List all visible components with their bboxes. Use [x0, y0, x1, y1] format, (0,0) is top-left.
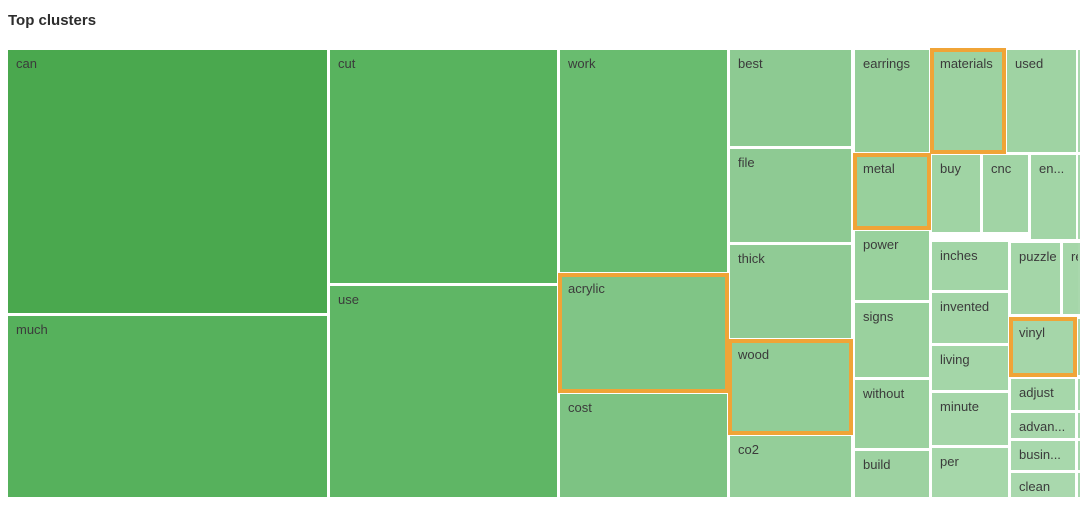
- treemap-cell-inches[interactable]: inches: [932, 242, 1008, 290]
- cell-label: puzzle: [1019, 249, 1057, 264]
- cell-label: co2: [738, 442, 759, 457]
- treemap-cell-re[interactable]: re: [1063, 243, 1079, 314]
- treemap-cell-puzzle[interactable]: puzzle: [1011, 243, 1060, 314]
- treemap-cell-earrings[interactable]: earrings: [855, 50, 929, 152]
- treemap-cell-used[interactable]: used: [1007, 50, 1076, 152]
- cell-label: vinyl: [1019, 325, 1046, 340]
- cell-label: work: [568, 56, 596, 71]
- cell-label: re: [1071, 249, 1079, 264]
- cell-label: power: [863, 237, 899, 252]
- cell-label: living: [940, 352, 970, 367]
- cell-label: thick: [738, 251, 765, 266]
- cell-label: metal: [863, 161, 895, 176]
- cell-label: en...: [1039, 161, 1065, 176]
- treemap-cell-materials[interactable]: materials: [930, 48, 1006, 154]
- cell-label: use: [338, 292, 359, 307]
- treemap-cell-per[interactable]: per: [932, 448, 1008, 497]
- treemap-cell-vinyl[interactable]: vinyl: [1009, 317, 1077, 377]
- cell-label: per: [940, 454, 959, 469]
- cell-label: best: [738, 56, 763, 71]
- treemap-cell-without[interactable]: without: [855, 380, 929, 448]
- treemap-cell-cnc[interactable]: cnc: [983, 155, 1028, 232]
- cell-label: invented: [940, 299, 990, 314]
- treemap-sliver-cell[interactable]: [1078, 319, 1080, 375]
- treemap-cell-build[interactable]: build: [855, 451, 929, 497]
- treemap-sliver-cell[interactable]: [1078, 473, 1080, 497]
- treemap-cell-signs[interactable]: signs: [855, 303, 929, 377]
- cell-label: minute: [940, 399, 980, 414]
- treemap-cell-wood[interactable]: wood: [728, 339, 853, 435]
- cell-label: much: [16, 322, 48, 337]
- treemap-cell-buy[interactable]: buy: [932, 155, 980, 232]
- treemap-cell-busin[interactable]: busin...: [1011, 441, 1075, 470]
- cell-label: adjust: [1019, 385, 1054, 400]
- treemap-cell-acrylic[interactable]: acrylic: [558, 273, 729, 393]
- treemap-cell-work[interactable]: work: [560, 50, 727, 272]
- treemap-cell-cut[interactable]: cut: [330, 50, 557, 283]
- cell-label: build: [863, 457, 891, 472]
- cell-label: earrings: [863, 56, 910, 71]
- cell-label: buy: [940, 161, 961, 176]
- treemap-cell-advan[interactable]: advan...: [1011, 413, 1075, 438]
- cell-label: cost: [568, 400, 592, 415]
- cell-label: busin...: [1019, 447, 1061, 462]
- treemap-cell-thick[interactable]: thick: [730, 245, 851, 338]
- treemap-cell-en[interactable]: en...: [1031, 155, 1076, 239]
- cell-label: cut: [338, 56, 356, 71]
- treemap-cell-invented[interactable]: invented: [932, 293, 1008, 343]
- treemap-cell-living[interactable]: living: [932, 346, 1008, 390]
- cell-label: can: [16, 56, 37, 71]
- treemap-cell-minute[interactable]: minute: [932, 393, 1008, 445]
- treemap-sliver-cell[interactable]: [1078, 441, 1080, 470]
- treemap-cell-can[interactable]: can: [8, 50, 327, 313]
- treemap-sliver-cell[interactable]: [1078, 243, 1080, 314]
- cell-label: wood: [738, 347, 770, 362]
- treemap-sliver-cell[interactable]: [1078, 379, 1080, 410]
- cell-label: acrylic: [568, 281, 605, 296]
- treemap-cell-best[interactable]: best: [730, 50, 851, 146]
- cell-label: cnc: [991, 161, 1012, 176]
- treemap-cell-adjust[interactable]: adjust: [1011, 379, 1075, 410]
- cell-label: used: [1015, 56, 1044, 71]
- treemap-sliver-cell[interactable]: [1078, 413, 1080, 438]
- cell-label: signs: [863, 309, 894, 324]
- treemap-cell-use[interactable]: use: [330, 286, 557, 497]
- cell-label: materials: [940, 56, 993, 71]
- treemap-cell-cost[interactable]: cost: [560, 394, 727, 497]
- treemap-cell-much[interactable]: much: [8, 316, 327, 497]
- treemap-sliver-cell[interactable]: [1078, 155, 1080, 239]
- treemap-cell-clean[interactable]: clean: [1011, 473, 1075, 497]
- treemap-cell-power[interactable]: power: [855, 231, 929, 300]
- cell-label: inches: [940, 248, 978, 263]
- cell-label: advan...: [1019, 419, 1066, 434]
- treemap-cell-metal[interactable]: metal: [853, 153, 931, 230]
- page-title: Top clusters: [8, 12, 97, 29]
- cell-label: clean: [1019, 479, 1051, 494]
- cell-label: file: [738, 155, 755, 170]
- cell-label: without: [863, 386, 905, 401]
- treemap-cell-co2[interactable]: co2: [730, 436, 851, 497]
- treemap-sliver-cell[interactable]: [1078, 50, 1080, 152]
- treemap-cell-file[interactable]: file: [730, 149, 851, 242]
